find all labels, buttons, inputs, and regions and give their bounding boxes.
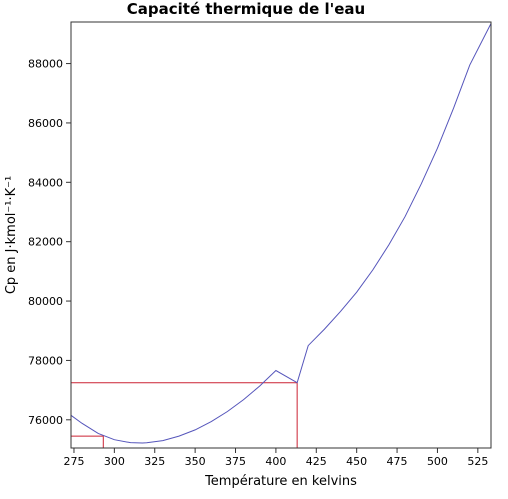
y-tick-label-86000: 86000 [28,117,63,130]
y-tick-label-76000: 76000 [28,414,63,427]
x-tick-label-350: 350 [185,455,206,468]
x-tick-label-300: 300 [104,455,125,468]
reference-line-1 [71,435,104,448]
plot-area [70,23,492,448]
x-tick-label-450: 450 [346,455,367,468]
y-axis-label: Cp en J·kmol⁻¹·K⁻¹ [4,176,19,294]
plot-frame [70,21,492,449]
x-tick-label-475: 475 [387,455,408,468]
axis-ticks: 275 300 325 350 375 400 425 450 475 500 525 76000 78… [28,58,488,468]
y-tick-label-82000: 82000 [28,236,63,249]
y-tick-label-84000: 84000 [28,176,63,189]
series-line-1 [70,23,492,444]
x-tick-label-425: 425 [306,455,327,468]
x-tick-label-275: 275 [63,455,84,468]
y-tick-label-80000: 80000 [28,295,63,308]
y-tick-label-78000: 78000 [28,354,63,367]
reference-line-2 [71,382,298,448]
x-tick-label-325: 325 [144,455,165,468]
x-tick-label-375: 375 [225,455,246,468]
x-tick-label-400: 400 [265,455,286,468]
x-tick-label-525: 525 [467,455,488,468]
x-axis-label: Température en kelvins [204,474,357,489]
y-tick-label-88000: 88000 [28,58,63,71]
x-tick-label-500: 500 [427,455,448,468]
chart-title: Capacité thermique de l'eau [127,0,365,18]
